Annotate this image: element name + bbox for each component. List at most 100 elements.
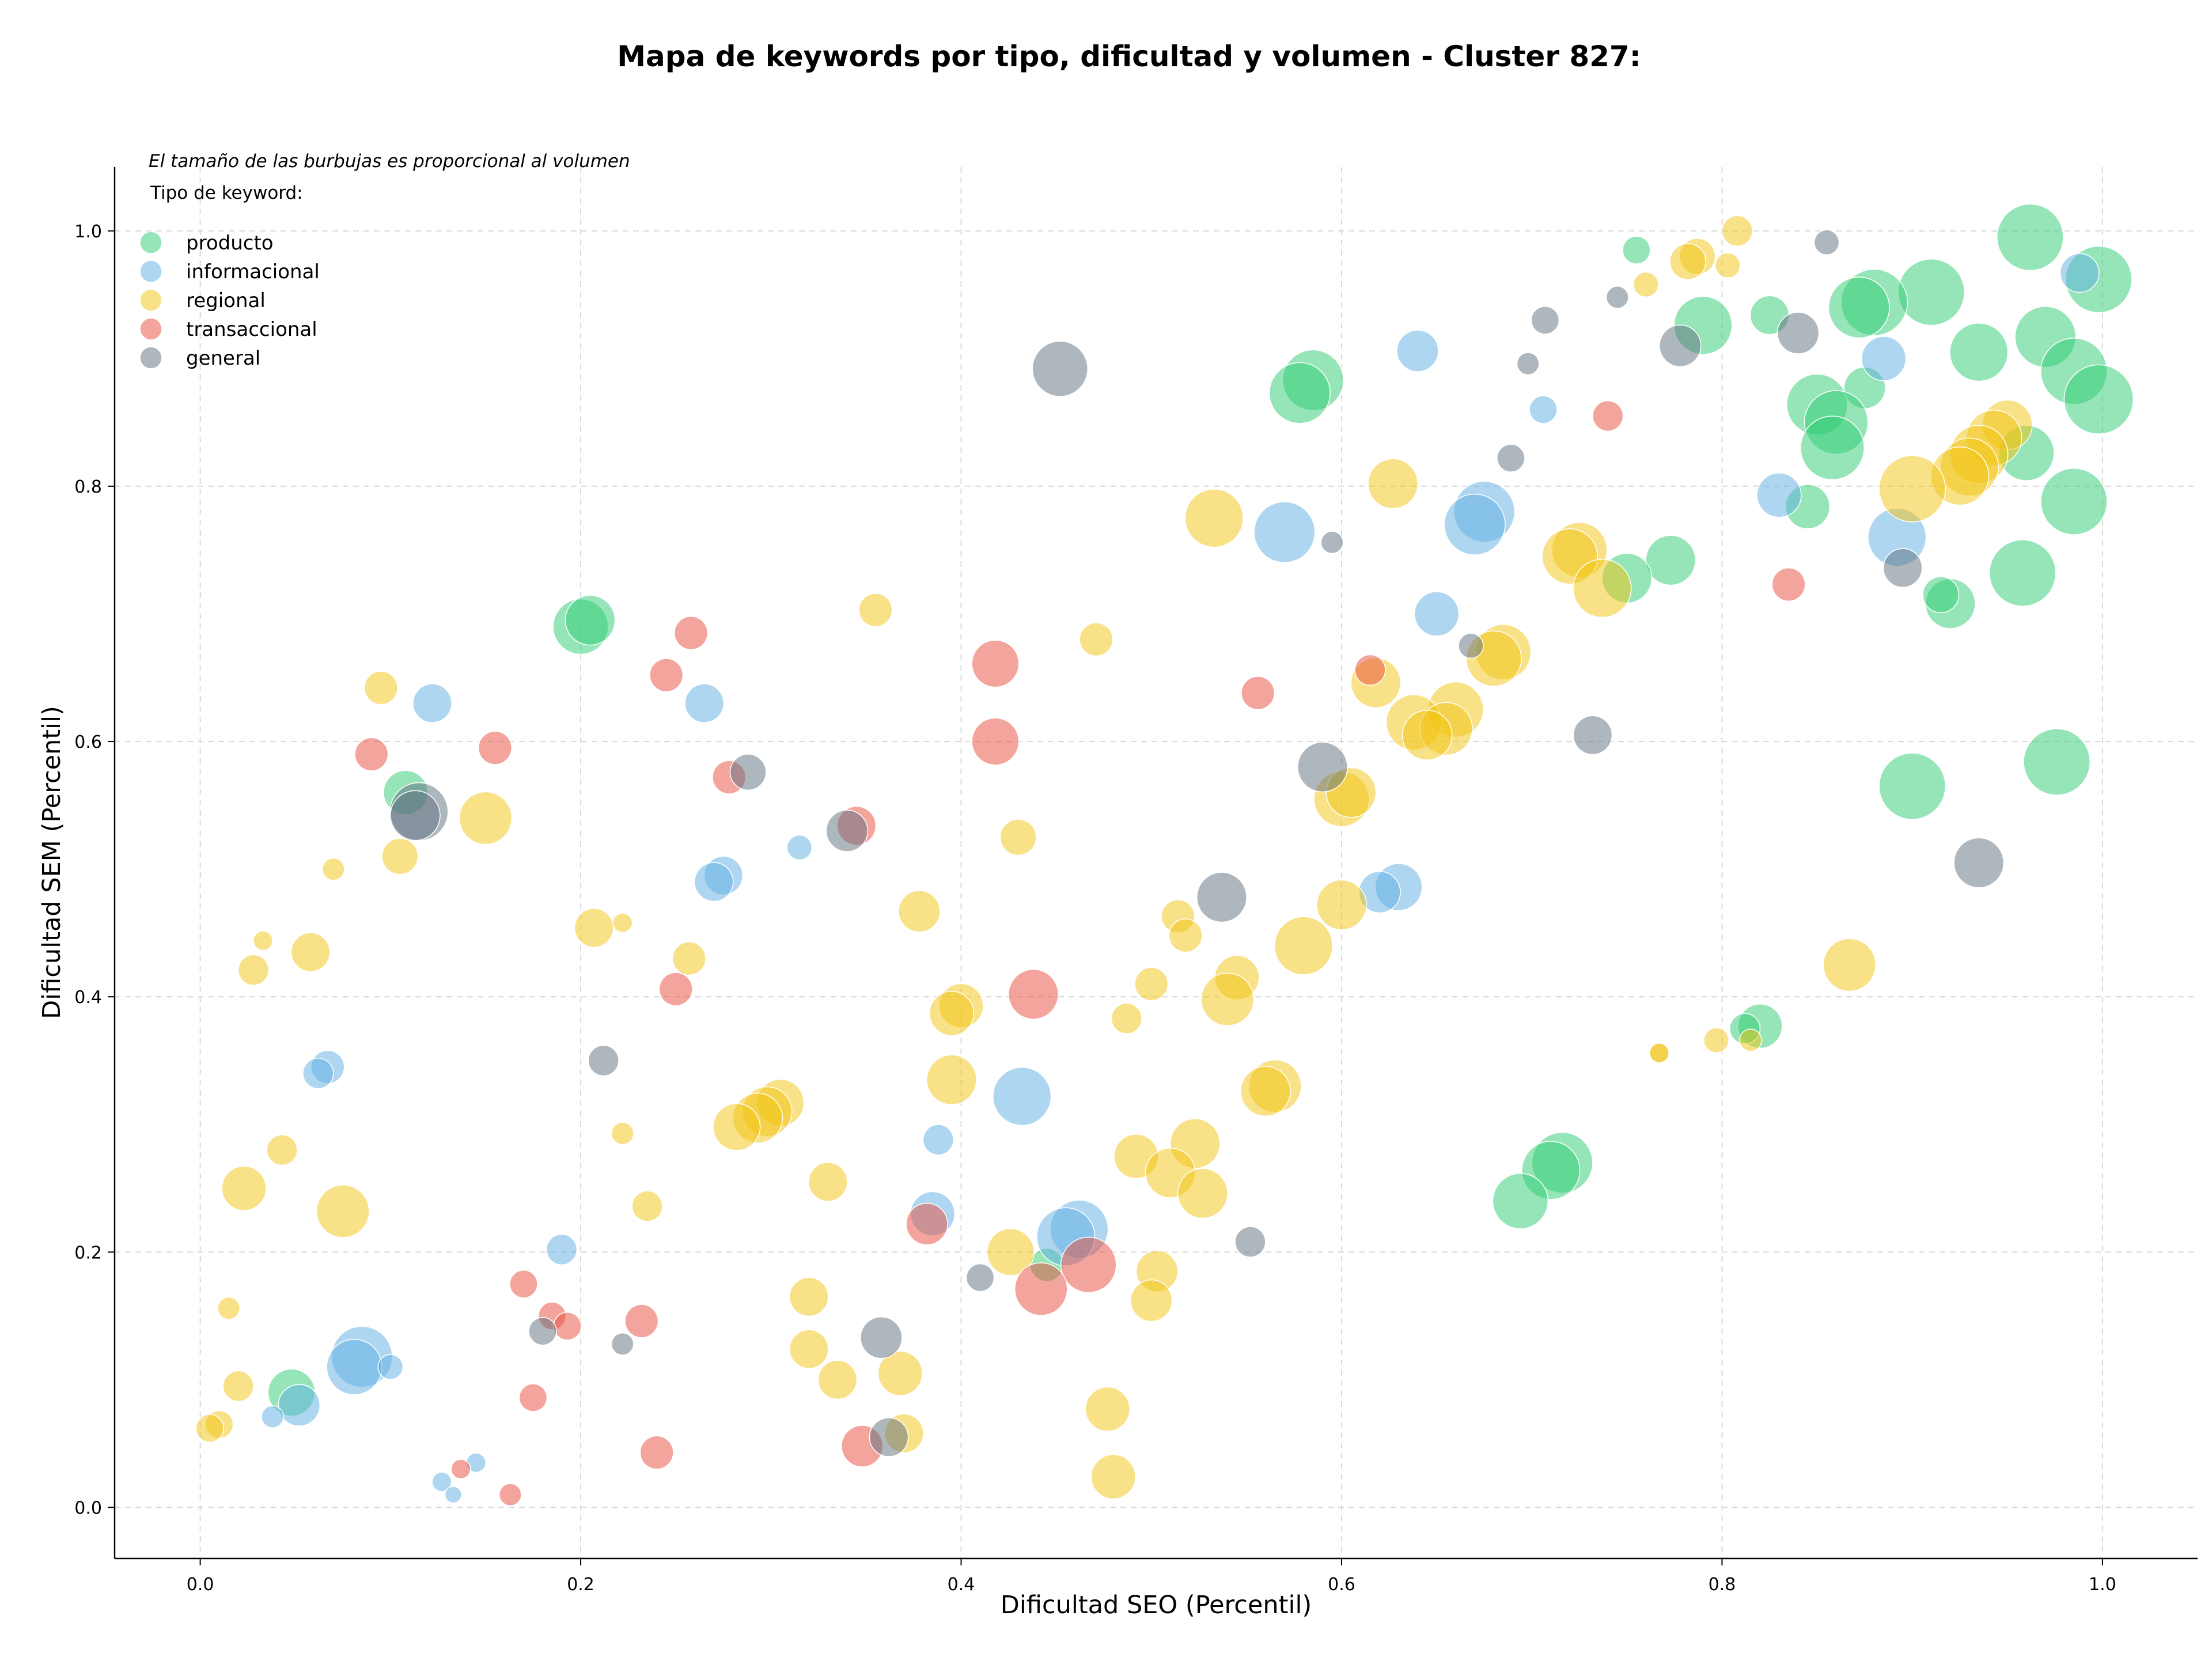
bubble-regional: [1573, 558, 1632, 618]
axes-layer: [113, 167, 2198, 1560]
legend-label-regional: regional: [186, 289, 266, 312]
bubble-general: [1458, 633, 1484, 659]
bubble-informacional: [993, 1066, 1052, 1126]
bubble-regional: [817, 1360, 858, 1400]
bubble-general: [1777, 312, 1820, 354]
bubble-general: [965, 1263, 995, 1292]
bubble-regional: [574, 908, 614, 948]
legend-marker-transaccional: [139, 317, 162, 340]
bubble-general: [1196, 872, 1247, 923]
bubble-producto: [1268, 362, 1331, 424]
bubble-informacional: [546, 1234, 578, 1265]
legend: producto informacional regional transaccion…: [139, 231, 320, 370]
bubble-transaccional: [354, 737, 389, 771]
x-tick-label: 0.4: [948, 1575, 975, 1595]
bubble-transaccional: [498, 1483, 522, 1507]
bubble-producto: [1622, 236, 1651, 264]
bubble-regional: [808, 1162, 848, 1202]
bubble-regional: [316, 1185, 370, 1238]
bubble-general: [1516, 352, 1540, 376]
bubble-regional: [1200, 973, 1255, 1026]
bubble-informacional: [694, 862, 734, 902]
legend-marker-general: [139, 346, 162, 369]
bubble-general: [611, 1332, 634, 1356]
bubble-producto: [2023, 728, 2090, 796]
bubble-producto: [1897, 258, 1965, 326]
bubble-informacional: [431, 1471, 452, 1492]
bubble-regional: [217, 1296, 241, 1320]
y-tick-label: 0.6: [74, 732, 102, 752]
bubble-producto: [1828, 277, 1890, 339]
bubble-informacional: [326, 1338, 382, 1395]
x-tick-label: 0.2: [567, 1575, 594, 1595]
y-axis-label: Dificultad SEM (Percentil): [37, 706, 66, 1019]
bubble-transaccional: [1592, 400, 1624, 432]
bubble-regional: [1714, 252, 1741, 278]
bubble-transaccional: [478, 731, 513, 765]
bubble-regional: [1721, 215, 1753, 247]
bubble-general: [1234, 1226, 1266, 1258]
bubble-transaccional: [509, 1269, 538, 1299]
bubble-general: [1659, 324, 1702, 367]
bubble-regional: [459, 791, 513, 845]
bubble-producto: [1949, 323, 2009, 382]
bubble-general: [1531, 306, 1560, 335]
bubble-general: [528, 1316, 557, 1346]
bubble-transaccional: [518, 1383, 548, 1412]
bubble-transaccional: [553, 1312, 582, 1341]
bubble-general: [389, 790, 441, 841]
bubble-informacional: [786, 834, 813, 861]
bubble-regional: [1633, 271, 1659, 298]
bubble-regional: [926, 1054, 977, 1106]
bubble-regional: [290, 932, 331, 972]
bubble-general: [1320, 531, 1344, 554]
x-tick-label: 0.8: [1709, 1575, 1736, 1595]
bubble-producto: [1492, 1172, 1549, 1229]
bubble-informacional: [278, 1384, 321, 1427]
bubble-regional: [1703, 1027, 1729, 1053]
bubble-transaccional: [1241, 676, 1275, 710]
bubble-regional: [1368, 458, 1419, 509]
bubble-transaccional: [450, 1459, 471, 1480]
bubble-regional: [1130, 1279, 1173, 1322]
bubble-regional: [713, 1103, 761, 1151]
bubble-transaccional: [1771, 567, 1806, 602]
bubble-informacional: [1444, 493, 1506, 555]
bubble-producto: [565, 595, 616, 646]
x-axis-label: Dificultad SEO (Percentil): [1001, 1591, 1312, 1620]
bubble-size-note: El tamaño de las burbujas es proporciona…: [149, 151, 630, 172]
bubble-transaccional: [649, 658, 684, 693]
bubble-informacional: [1253, 501, 1316, 563]
bubble-general: [1605, 286, 1629, 309]
bubble-informacional: [922, 1124, 955, 1156]
bubble-layer: [195, 203, 2134, 1507]
bubble-regional: [858, 593, 893, 627]
bubble-informacional: [1396, 330, 1439, 372]
legend-label-informacional: informacional: [186, 260, 320, 283]
bubble-general: [1032, 340, 1088, 397]
y-tick-label: 0.2: [74, 1243, 102, 1263]
bubble-transaccional: [639, 1435, 674, 1470]
bubble-regional: [363, 671, 398, 705]
bubble-regional: [1079, 622, 1113, 657]
bubble-regional: [253, 930, 274, 951]
bubble-informacional: [1529, 395, 1558, 424]
bubble-producto: [1645, 535, 1696, 586]
bubble-regional: [1111, 1002, 1142, 1034]
bubble-general: [1953, 837, 2005, 888]
bubble-producto: [2040, 468, 2108, 535]
bubble-regional: [611, 1122, 634, 1145]
bubble-regional: [1168, 918, 1203, 953]
bubble-regional: [1184, 489, 1244, 548]
bubble-regional: [321, 857, 345, 881]
bubble-general: [729, 754, 767, 791]
bubble-regional: [1649, 1043, 1670, 1064]
bubble-informacional: [1756, 472, 1802, 518]
bubble-producto: [2063, 364, 2134, 434]
legend-label-general: general: [186, 347, 260, 370]
bubble-regional: [1090, 1454, 1136, 1500]
bubble-general: [1497, 444, 1525, 472]
bubble-producto: [1997, 203, 2064, 271]
